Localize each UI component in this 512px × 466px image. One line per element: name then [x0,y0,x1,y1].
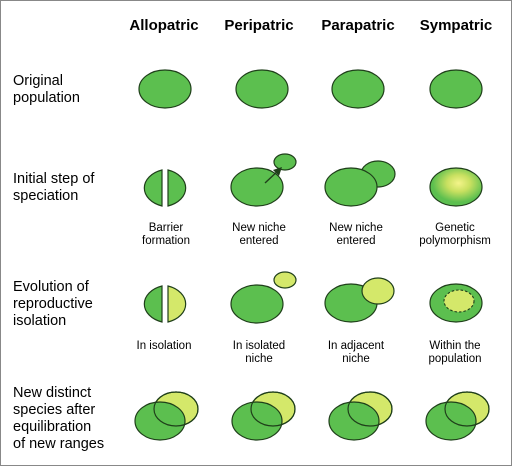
population-isolated-left [143,285,163,323]
population-parapatric-original [331,69,385,109]
column-header-sympatric: Sympatric [419,17,493,34]
population-sympatric-polymorphism [429,167,483,207]
population-half-left-barrier [143,169,163,207]
row-label-distinct: New distinct species after equilibration… [13,385,105,452]
population-parapatric-evolved-adjacent [361,277,395,305]
migration-arrow-head [273,167,282,176]
population-sympatric-subpopulation [443,289,475,313]
population-parapatric-main [324,167,378,207]
caption-in-isolation: In isolation [136,340,192,352]
caption-in-adjacent-niche: In adjacent niche [327,340,385,365]
species-sympatric-new-outline [444,391,490,427]
row-label-original: Original population [13,73,80,106]
species-parapatric-new-outline [347,391,393,427]
caption-genetic-polymorphism: Genetic polymorphism [419,222,491,247]
caption-within-population: Within the population [428,340,482,365]
row-label-evolution: Evolution of reproductive isolation [13,279,93,329]
population-half-right-barrier [167,169,187,207]
row-label-initial: Initial step of speciation [13,171,95,204]
column-header-allopatric: Allopatric [129,17,199,34]
column-header-parapatric: Parapatric [321,17,395,34]
population-peripatric-evolved-main [230,284,284,324]
caption-new-niche-parapatric: New niche entered [329,222,383,247]
column-header-peripatric: Peripatric [224,17,294,34]
population-allopatric-original [138,69,192,109]
species-allopatric-new-outline [153,391,199,427]
caption-barrier-formation: Barrier formation [142,222,190,247]
caption-in-isolated-niche: In isolated niche [232,340,286,365]
population-sympatric-original [429,69,483,109]
population-peripatric-founder [273,153,297,171]
population-peripatric-isolated-niche [273,271,297,289]
population-isolated-right [167,285,187,323]
species-peripatric-new-outline [250,391,296,427]
caption-new-niche-peripatric: New niche entered [232,222,286,247]
population-peripatric-original [235,69,289,109]
